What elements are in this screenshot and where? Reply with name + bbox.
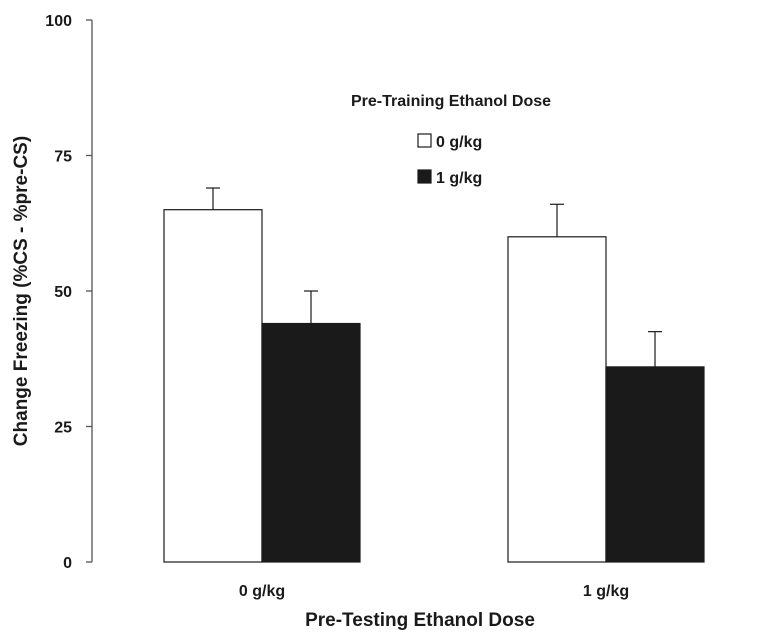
legend-items: 0 g/kg 1 g/kg xyxy=(417,133,482,187)
y-tick-label: 0 xyxy=(63,555,72,572)
bars xyxy=(163,209,705,563)
bar-0-g-kg-1 xyxy=(507,236,607,563)
error-bars xyxy=(206,187,662,367)
y-tick-label: 75 xyxy=(54,149,72,166)
legend-title: Pre-Training Ethanol Dose xyxy=(351,93,551,110)
x-tick-label: 1 g/kg xyxy=(583,583,629,600)
y-ticks: 0 25 50 75 100 xyxy=(45,13,92,572)
bar-1-g-kg-0 xyxy=(261,322,361,563)
x-tick-labels: 0 g/kg 1 g/kg xyxy=(239,583,629,600)
x-axis-title: Pre-Testing Ethanol Dose xyxy=(305,610,535,631)
y-tick-label: 25 xyxy=(54,420,72,437)
y-tick-label: 50 xyxy=(54,284,72,301)
bar-1-g-kg-1 xyxy=(605,366,705,563)
y-tick-label: 100 xyxy=(45,13,72,30)
legend: Pre-Training Ethanol Dose 0 g/kg 1 g/kg xyxy=(351,93,551,187)
bar-0-g-kg-0 xyxy=(163,209,263,563)
axes: 0 25 50 75 100 xyxy=(45,13,93,572)
y-axis-title: Change Freezing (%CS - %pre-CS) xyxy=(11,136,32,446)
legend-swatch xyxy=(417,169,432,184)
legend-swatch xyxy=(417,133,432,148)
legend-label: 0 g/kg xyxy=(436,134,482,151)
legend-label: 1 g/kg xyxy=(436,170,482,187)
x-tick-label: 0 g/kg xyxy=(239,583,285,600)
